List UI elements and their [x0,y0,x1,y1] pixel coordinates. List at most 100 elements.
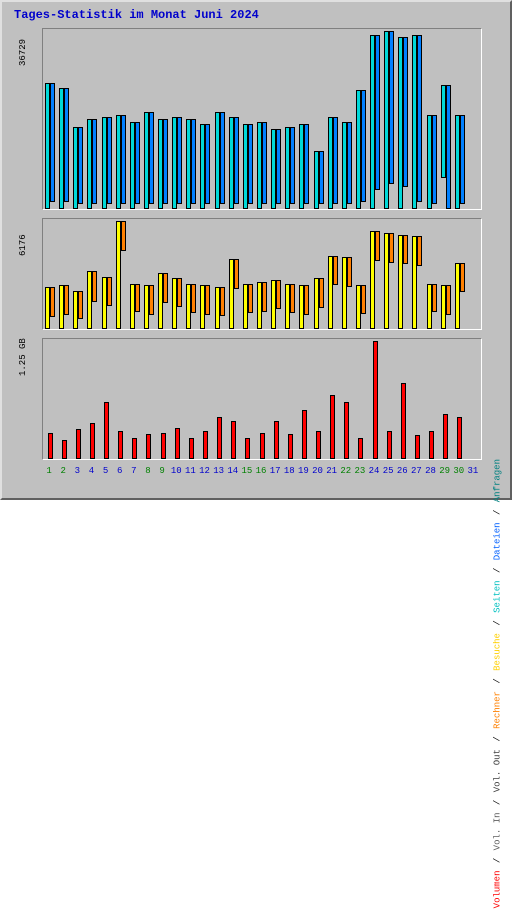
bar-volumen [457,417,462,459]
bar-group [412,35,422,209]
bar-group [260,433,265,459]
bar-dateien [304,124,309,204]
bar-rechner [361,285,366,314]
legend-item: Vol. In [492,813,502,851]
bar-volumen [260,433,265,459]
bar-group [328,256,338,329]
bar-group [130,122,140,209]
bar-dateien [403,37,408,187]
bar-volumen [245,438,250,459]
bar-group [172,278,182,329]
ylabel-top: 36729 [18,39,28,66]
xlabel: 16 [254,466,268,476]
bar-group [257,122,267,209]
xlabel: 14 [226,466,240,476]
xlabel: 6 [113,466,127,476]
bar-group [342,257,352,329]
bar-group [441,285,451,329]
panel-besuche-rechner [42,218,482,330]
bar-group [217,417,222,459]
bar-group [302,410,307,459]
bar-dateien [78,127,83,205]
bar-group [243,124,253,209]
bar-rechner [460,263,465,293]
chart-title: Tages-Statistik im Monat Juni 2024 [14,8,259,22]
bar-rechner [417,236,422,266]
bar-dateien [319,151,324,204]
bar-dateien [107,117,112,204]
bar-dateien [460,115,465,205]
legend-item: Seiten [492,580,502,612]
xlabel: 3 [70,466,84,476]
xlabel: 28 [424,466,438,476]
bar-volumen [189,438,194,459]
bar-group [288,434,293,459]
bar-rechner [50,287,55,317]
bar-volumen [48,433,53,459]
bar-dateien [234,117,239,204]
bar-volumen [203,431,208,459]
bar-dateien [432,115,437,205]
bar-group [314,151,324,209]
bar-group [328,117,338,209]
bar-rechner [389,233,394,263]
bar-group [132,438,137,459]
bar-volumen [76,429,81,459]
bar-group [358,438,363,459]
bar-group [285,127,295,209]
bar-volumen [62,440,67,459]
bar-dateien [205,124,210,204]
xlabel: 19 [296,466,310,476]
bar-rechner [319,278,324,308]
bar-volumen [104,402,109,459]
bar-volumen [443,414,448,459]
bar-group [215,287,225,329]
bar-dateien [50,83,55,202]
bar-dateien [64,88,69,202]
bar-group [271,280,281,329]
bar-group [87,271,97,329]
bar-group [186,119,196,209]
xlabel: 5 [99,466,113,476]
xlabel: 12 [197,466,211,476]
bar-rechner [347,257,352,287]
bar-group [175,428,180,459]
bar-group [257,282,267,329]
bar-group [172,117,182,209]
panel-anfragen-dateien [42,28,482,210]
xlabel: 11 [183,466,197,476]
xlabel: 21 [325,466,339,476]
bar-rechner [276,280,281,309]
xlabel: 20 [311,466,325,476]
bar-group [144,285,154,329]
bar-rechner [403,235,408,265]
bar-group [429,431,434,459]
bar-group [144,112,154,209]
bar-dateien [248,124,253,204]
bar-rechner [304,285,309,315]
bar-rechner [290,284,295,314]
bar-volumen [330,395,335,459]
legend-item: Volumen [492,871,502,909]
bar-volumen [90,423,95,459]
xlabel: 8 [141,466,155,476]
xlabel: 15 [240,466,254,476]
bar-group [116,221,126,329]
xlabel: 22 [339,466,353,476]
bar-group [387,431,392,459]
xlabel: 1 [42,466,56,476]
legend-item: Anfragen [492,459,502,502]
bar-group [102,277,112,329]
bar-group [161,433,166,459]
bar-volumen [231,421,236,459]
ylabel-middle: 6176 [18,234,28,256]
bar-group [229,117,239,209]
bar-group [189,438,194,459]
bar-group [427,284,437,329]
bar-dateien [163,119,168,204]
bar-group [299,285,309,329]
xlabel: 9 [155,466,169,476]
xlabel: 30 [452,466,466,476]
bar-rechner [262,282,267,312]
bar-group [200,285,210,329]
